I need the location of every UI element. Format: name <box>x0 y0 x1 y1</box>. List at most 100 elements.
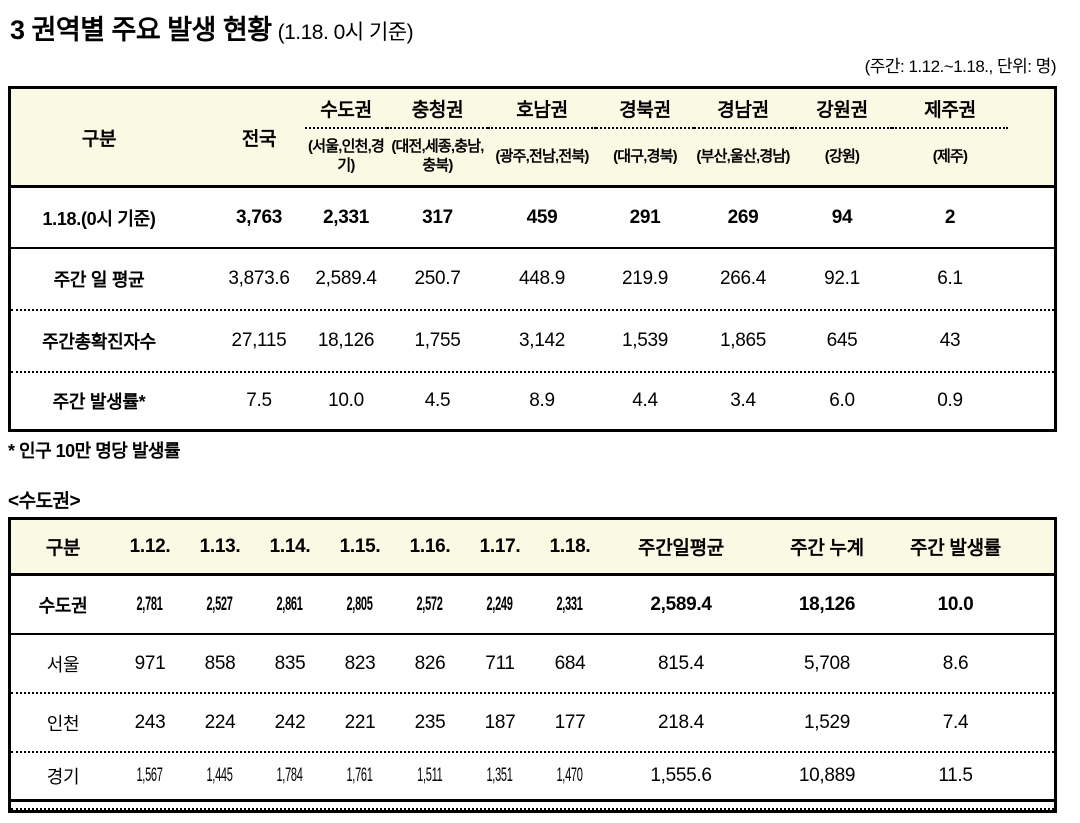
region-name: 강원권 <box>792 89 892 129</box>
region-name: 제주권 <box>892 89 1008 129</box>
cell-value: 1,865 <box>719 330 767 351</box>
cell-value-text: 2,572 <box>416 593 444 615</box>
cell-value: 823 <box>344 652 376 674</box>
cell-value: 2,331 <box>535 576 605 633</box>
cell-value: 2,805 <box>325 576 395 633</box>
region-sub: (강원) <box>792 129 892 185</box>
page-title-text: 3 권역별 주요 발생 현황 <box>10 15 272 45</box>
cell-weekly-rate: 7.4 <box>942 711 969 733</box>
cell-value: 6.0 <box>829 390 855 411</box>
region-sub: (부산,울산,경남) <box>694 129 792 185</box>
cell-value: 4.4 <box>632 390 658 411</box>
cell-value: 1,511 <box>395 753 465 799</box>
cell-value-text: 2,805 <box>346 593 374 615</box>
cell-value: 1,351 <box>465 753 535 799</box>
region-sub: (광주,전남,전북) <box>488 129 596 185</box>
region-summary-table: 구분 전국 수도권 (서울,인천,경기) 충청권 (대전,세종,충남,충북) 호남권 (광주,… <box>8 86 1057 432</box>
column-header: 1.14. <box>269 535 311 557</box>
cell-value-text: 1,470 <box>556 765 584 786</box>
row-label: 경기 <box>46 767 80 787</box>
column-header: 경남권 (부산,울산,경남) <box>694 89 792 185</box>
cell-value: 18,126 <box>317 330 375 351</box>
cell-value-text: 1,761 <box>346 765 374 786</box>
cell-value: 1,761 <box>325 753 395 799</box>
cell-value: 221 <box>344 711 376 733</box>
cell-value: 1,755 <box>414 330 461 351</box>
cell-value: 2,781 <box>115 576 185 633</box>
section-label-sudogwon: <수도권> <box>8 491 81 512</box>
column-header: 주간 발생률 <box>910 538 1001 559</box>
region-sub-text: (대구,경북) <box>613 147 678 165</box>
cell-weekly-rate: 8.6 <box>942 652 969 674</box>
cell-value: 269 <box>727 206 759 228</box>
cell-value: 3,873.6 <box>228 268 290 289</box>
column-header: 호남권 (광주,전남,전북) <box>488 89 596 185</box>
cell-value: 6.1 <box>937 268 963 289</box>
cell-value: 92.1 <box>824 268 860 289</box>
cell-value: 317 <box>422 206 453 228</box>
cell-value: 242 <box>274 711 306 733</box>
region-sub: (대전,세종,충남,충북) <box>387 129 488 185</box>
column-header: 구분 <box>45 538 81 559</box>
cell-weekly-average: 815.4 <box>657 652 705 674</box>
cell-weekly-rate: 10.0 <box>937 593 974 615</box>
row-label: 1.18.(0시 기준) <box>42 208 156 229</box>
cell-value: 0.9 <box>937 390 963 411</box>
cell-value: 1,567 <box>115 753 185 799</box>
cell-value: 684 <box>554 652 586 674</box>
cell-value: 1,445 <box>185 753 255 799</box>
cell-value-text: 1,445 <box>206 765 234 786</box>
region-sub-text: (대전,세종,충남,충북) <box>391 138 484 174</box>
table-row: 주간총확진자수 27,115 18,126 1,755 3,142 1,539 1,865 6… <box>11 311 1054 373</box>
column-header: 1.13. <box>199 535 241 557</box>
region-sub-text: (부산,울산,경남) <box>696 147 790 165</box>
cell-value: 266.4 <box>719 268 767 289</box>
region-sub-text: (광주,전남,전북) <box>495 147 589 165</box>
region-name: 충청권 <box>387 89 488 129</box>
cell-weekly-total: 10,889 <box>798 765 856 786</box>
cell-value: 2,589.4 <box>315 268 377 289</box>
cell-value: 224 <box>204 711 236 733</box>
unit-note: (주간: 1.12.~1.18., 단위: 명) <box>864 57 1057 76</box>
cell-value-text: 2,861 <box>276 593 304 615</box>
column-header: 강원권 (강원) <box>792 89 892 185</box>
row-label: 수도권 <box>38 595 88 616</box>
cell-value: 971 <box>134 652 166 674</box>
column-header: 1.17. <box>479 535 521 557</box>
cell-value: 711 <box>485 652 515 674</box>
region-sub: (서울,인천,경기) <box>305 129 387 185</box>
table-continuation-cutoff <box>11 802 1054 810</box>
cell-value: 8.9 <box>529 390 555 411</box>
row-label: 주간 일 평균 <box>53 270 145 290</box>
column-header: 1.15. <box>339 535 381 557</box>
cell-value: 1,470 <box>535 753 605 799</box>
region-sub: (대구,경북) <box>596 129 694 185</box>
column-header-gubun: 구분 <box>81 128 117 150</box>
cell-value: 291 <box>629 206 661 228</box>
cell-value: 43 <box>939 330 961 351</box>
cell-value: 2,572 <box>395 576 465 633</box>
cell-value: 243 <box>134 711 166 733</box>
table-row: 인천 243 224 242 221 235 187 177 218.4 1,529 7.4 <box>11 694 1054 753</box>
column-header: 경북권 (대구,경북) <box>596 89 694 185</box>
cell-weekly-average: 218.4 <box>657 711 705 733</box>
cell-value: 27,115 <box>231 330 287 351</box>
row-label: 주간총확진자수 <box>42 332 156 352</box>
table-row: 주간 일 평균 3,873.6 2,589.4 250.7 448.9 219.9 266.… <box>11 249 1054 311</box>
region-name: 경남권 <box>694 89 792 129</box>
cell-weekly-average: 2,589.4 <box>650 593 712 615</box>
cell-value: 3.4 <box>730 390 756 411</box>
column-header: 주간일평균 <box>638 538 724 559</box>
cell-value: 459 <box>526 206 558 228</box>
column-header: 1.18. <box>549 535 591 557</box>
footnote: * 인구 10만 명당 발생률 <box>8 441 181 461</box>
region-name: 경북권 <box>596 89 694 129</box>
column-header: 전국 <box>241 128 277 150</box>
cell-weekly-total: 1,529 <box>803 711 851 733</box>
region-name: 호남권 <box>488 89 596 129</box>
cell-value: 4.5 <box>424 390 451 411</box>
cell-weekly-average: 1,555.6 <box>650 765 712 786</box>
table-row: 경기 1,567 1,445 1,784 1,761 1,511 1,351 1,470 1,5… <box>11 753 1054 802</box>
table-row: 서울 971 858 835 823 826 711 684 815.4 5,708 8.6 <box>11 635 1054 694</box>
cell-value: 219.9 <box>621 268 669 289</box>
